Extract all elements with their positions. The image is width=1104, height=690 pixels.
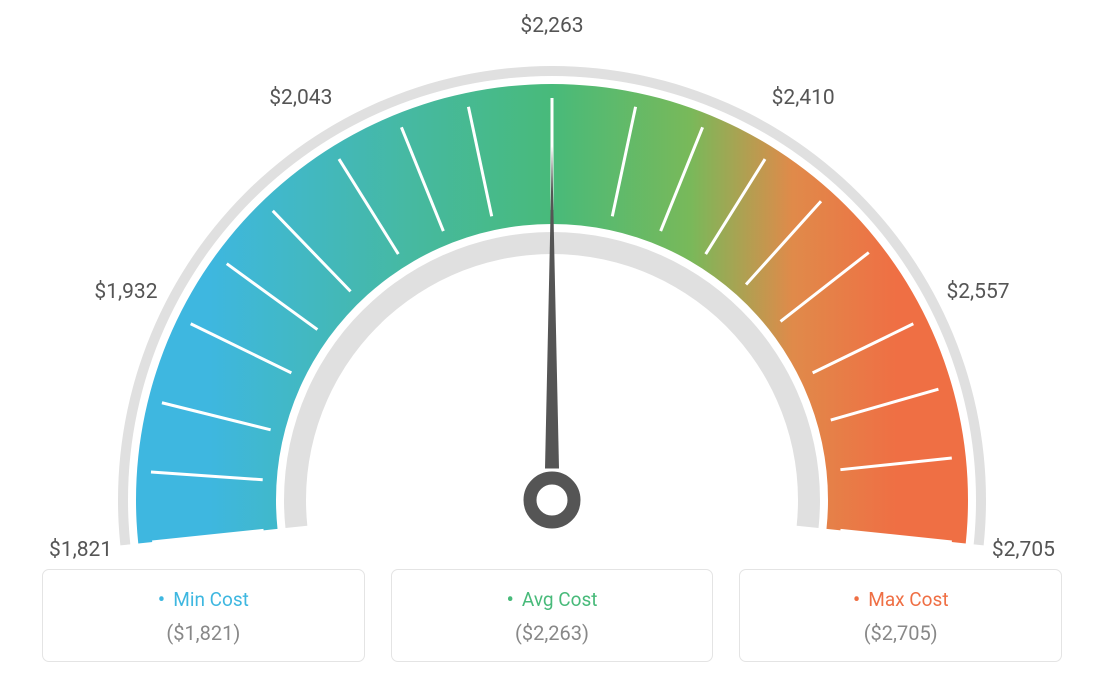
legend-value-max: ($2,705) bbox=[750, 621, 1051, 645]
gauge-tick-label: $2,705 bbox=[992, 538, 1055, 562]
gauge-tick-label: $2,043 bbox=[269, 86, 332, 110]
gauge-tick-label: $2,557 bbox=[946, 280, 1009, 304]
legend-card-avg: Avg Cost ($2,263) bbox=[391, 569, 714, 662]
gauge-chart-container: $1,821 $1,932 $2,043 $2,263 $2,410 $2,557 $2,7… bbox=[0, 0, 1104, 690]
legend-value-min: ($1,821) bbox=[53, 621, 354, 645]
legend-value-avg: ($2,263) bbox=[402, 621, 703, 645]
gauge-tick-label: $2,410 bbox=[772, 86, 835, 110]
gauge-tick-label: $2,263 bbox=[520, 14, 583, 38]
legend-card-max: Max Cost ($2,705) bbox=[739, 569, 1062, 662]
legend-title-avg: Avg Cost bbox=[402, 588, 703, 613]
gauge-svg bbox=[0, 0, 1104, 560]
legend-title-max: Max Cost bbox=[750, 588, 1051, 613]
gauge-tick-label: $1,932 bbox=[94, 280, 157, 304]
legend-row: Min Cost ($1,821) Avg Cost ($2,263) Max … bbox=[0, 569, 1104, 662]
legend-title-min: Min Cost bbox=[53, 588, 354, 613]
legend-card-min: Min Cost ($1,821) bbox=[42, 569, 365, 662]
gauge-tick-label: $1,821 bbox=[49, 538, 112, 562]
gauge-area: $1,821 $1,932 $2,043 $2,263 $2,410 $2,557 $2,7… bbox=[0, 0, 1104, 560]
